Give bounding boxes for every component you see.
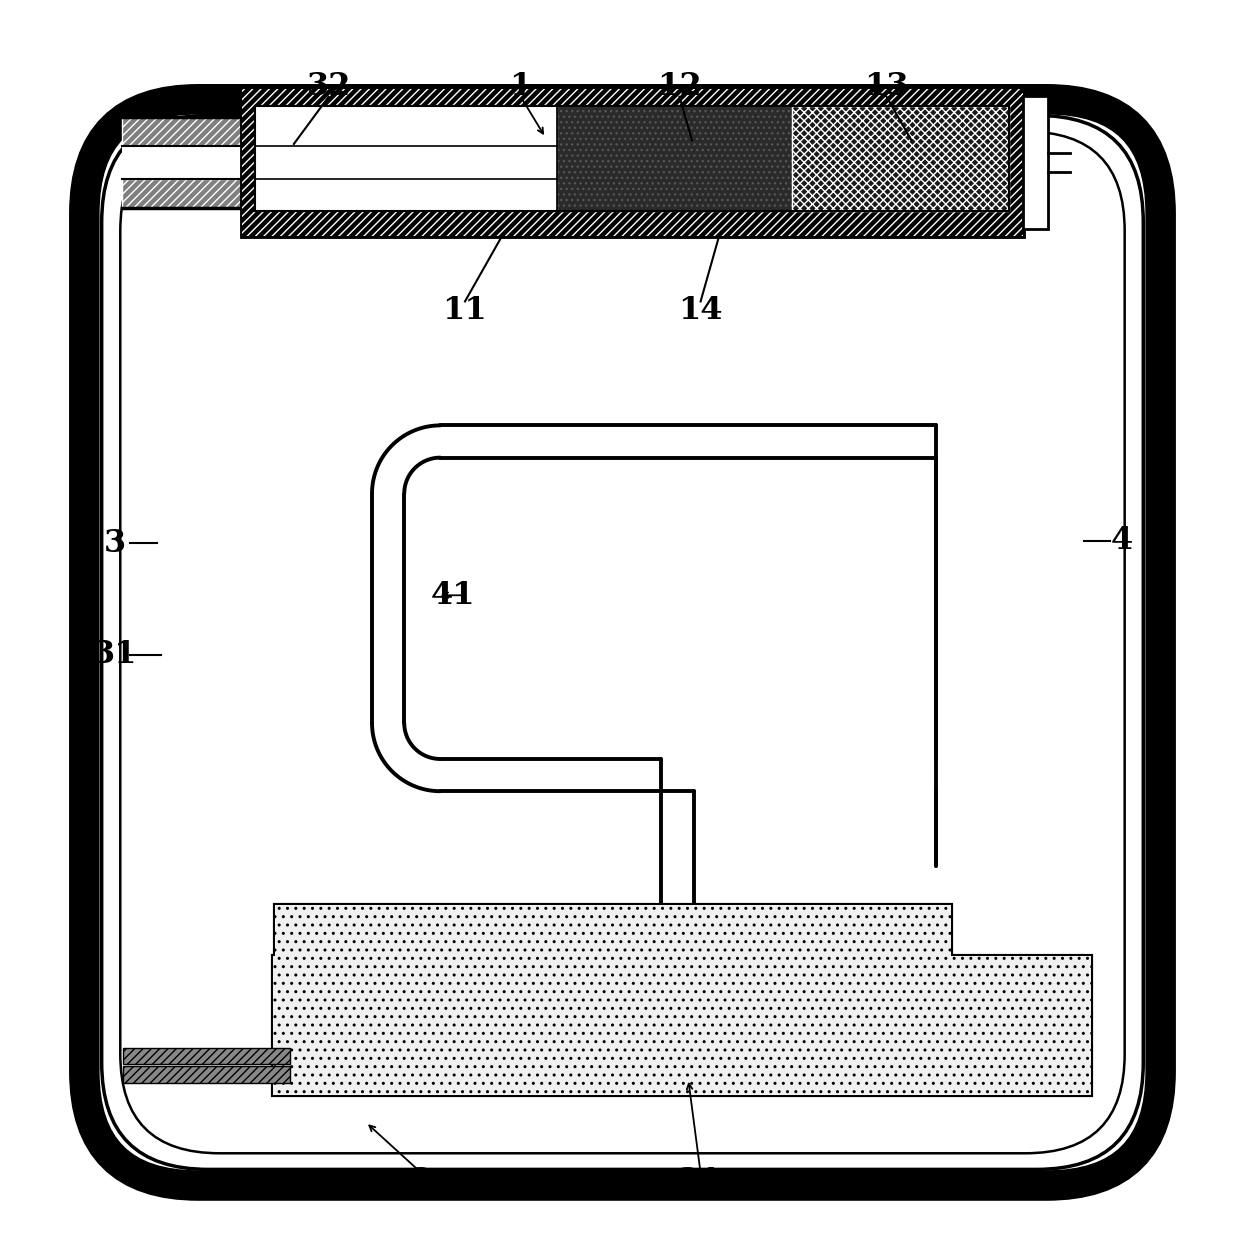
Text: 14: 14 bbox=[678, 295, 723, 325]
Text: 11: 11 bbox=[443, 295, 487, 325]
Bar bbox=[122, 117, 242, 146]
Text: 4: 4 bbox=[1111, 525, 1133, 556]
Text: 12: 12 bbox=[657, 72, 702, 102]
Bar bbox=[273, 956, 1091, 1095]
Bar bbox=[242, 89, 1023, 236]
FancyBboxPatch shape bbox=[120, 131, 1125, 1153]
Bar bbox=[122, 179, 242, 208]
Bar bbox=[122, 117, 242, 146]
Bar bbox=[255, 106, 1009, 212]
Bar bbox=[255, 106, 557, 212]
Text: 2: 2 bbox=[410, 1167, 433, 1197]
Bar bbox=[122, 146, 242, 179]
Bar bbox=[123, 1066, 290, 1082]
FancyBboxPatch shape bbox=[84, 100, 1161, 1186]
Bar bbox=[557, 106, 1009, 212]
Text: 21: 21 bbox=[678, 1167, 723, 1197]
Bar bbox=[275, 905, 951, 1048]
Bar bbox=[123, 1048, 290, 1063]
Text: 41: 41 bbox=[430, 580, 475, 611]
Text: 31: 31 bbox=[93, 639, 138, 670]
Bar bbox=[273, 956, 1091, 1095]
Text: 1: 1 bbox=[510, 72, 532, 102]
Bar bbox=[792, 106, 1009, 212]
Text: 13: 13 bbox=[864, 72, 909, 102]
FancyBboxPatch shape bbox=[102, 116, 1143, 1169]
Bar bbox=[275, 905, 951, 1048]
Bar bbox=[242, 89, 1023, 236]
Bar bbox=[255, 106, 1009, 212]
Bar bbox=[122, 179, 242, 208]
Text: 3: 3 bbox=[104, 528, 126, 558]
Bar bbox=[557, 106, 792, 212]
Text: 32: 32 bbox=[306, 72, 351, 102]
Bar bbox=[1023, 96, 1048, 229]
